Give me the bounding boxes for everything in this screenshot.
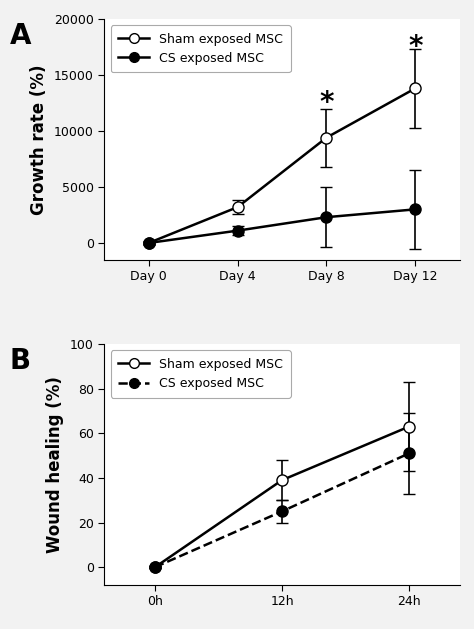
Text: A: A bbox=[9, 22, 31, 50]
Text: *: * bbox=[319, 89, 334, 117]
Text: *: * bbox=[408, 33, 423, 61]
Legend: Sham exposed MSC, CS exposed MSC: Sham exposed MSC, CS exposed MSC bbox=[110, 25, 291, 72]
Y-axis label: Growth rate (%): Growth rate (%) bbox=[30, 64, 48, 214]
Text: B: B bbox=[9, 347, 31, 376]
Legend: Sham exposed MSC, CS exposed MSC: Sham exposed MSC, CS exposed MSC bbox=[110, 350, 291, 398]
Y-axis label: Wound healing (%): Wound healing (%) bbox=[46, 376, 64, 553]
